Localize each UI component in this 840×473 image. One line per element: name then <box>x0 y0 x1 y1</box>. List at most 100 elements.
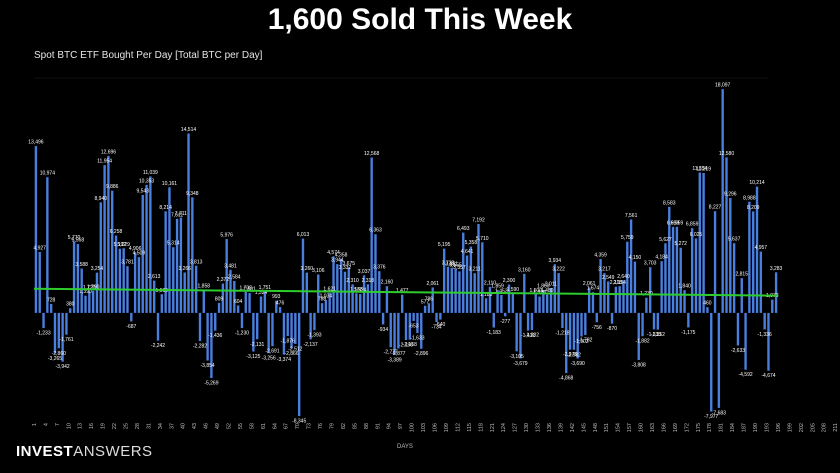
x-tick-label: 67 <box>284 423 290 429</box>
data-label: 1,751 <box>259 285 272 291</box>
bar <box>153 280 156 313</box>
data-label: 7,561 <box>625 213 638 219</box>
bar <box>454 268 457 313</box>
data-label: 3,222 <box>552 267 565 273</box>
data-label: -2,866 <box>284 351 298 357</box>
x-tick-label: 58 <box>249 423 255 429</box>
data-label: 18,097 <box>715 83 731 89</box>
bar <box>755 186 759 313</box>
data-label: 3,555 <box>449 262 462 268</box>
data-label: -3,389 <box>387 357 401 363</box>
bar <box>172 247 175 313</box>
bar <box>164 211 167 313</box>
data-label: 7,711 <box>175 211 187 217</box>
x-tick-label: 49 <box>215 423 221 429</box>
bar <box>137 257 141 313</box>
data-label: -2,982 <box>567 352 581 358</box>
bar <box>183 272 186 313</box>
bar <box>198 312 202 342</box>
data-label: 8,214 <box>159 205 172 211</box>
data-label: 4,641 <box>461 249 474 255</box>
bar <box>248 293 251 313</box>
bar <box>568 312 572 350</box>
data-label: 8,209 <box>747 205 760 211</box>
data-label: 2,640 <box>617 274 630 280</box>
bar <box>401 294 404 313</box>
data-label: 11,039 <box>143 170 158 176</box>
bar <box>687 312 690 328</box>
data-label: -1,431 <box>521 333 535 339</box>
bar <box>301 238 305 313</box>
bar <box>57 312 60 349</box>
x-tick-label: 1 <box>32 423 38 426</box>
x-tick-label: 43 <box>192 423 198 429</box>
bar <box>595 312 598 323</box>
bar <box>328 292 331 313</box>
data-label: 3,934 <box>549 258 562 264</box>
data-label: 1,860 <box>537 283 550 289</box>
data-label: -2,512 <box>288 346 302 352</box>
data-label: 1,588 <box>350 287 363 293</box>
x-tick-label: 151 <box>604 423 610 432</box>
x-tick-label: 61 <box>261 423 267 429</box>
bar <box>65 312 68 335</box>
data-label: 3,703 <box>644 261 657 267</box>
data-label: -1,336 <box>758 332 772 338</box>
page-title: 1,600 Sold This Week <box>267 3 573 36</box>
bar <box>91 290 95 313</box>
data-label: 2,549 <box>602 275 615 281</box>
data-label: 12,568 <box>364 151 380 157</box>
bar <box>72 241 76 313</box>
data-label: 3,781 <box>121 260 134 266</box>
bar <box>107 155 110 313</box>
bar <box>462 232 465 313</box>
data-label: -934 <box>378 327 388 333</box>
bar <box>320 303 324 313</box>
data-label: -3,808 <box>632 362 646 368</box>
bar <box>240 312 244 329</box>
data-label: 3,260 <box>301 266 314 272</box>
x-tick-label: 19 <box>101 423 107 429</box>
x-tick-label: 124 <box>501 423 507 432</box>
data-label: 604 <box>234 299 243 305</box>
data-label: 3,728 <box>442 260 455 266</box>
bar <box>49 303 53 313</box>
data-label: 1,720 <box>83 285 96 291</box>
x-tick-label: 4 <box>43 423 49 426</box>
bar <box>313 312 316 331</box>
data-label: 5,976 <box>220 233 233 239</box>
data-label: 7,611 <box>171 212 183 218</box>
bar <box>99 202 102 313</box>
data-label: 2,061 <box>426 281 439 287</box>
x-tick-label: 85 <box>352 423 358 429</box>
x-tick-label: 142 <box>570 423 576 432</box>
bar <box>618 286 621 313</box>
x-tick-label: 28 <box>135 423 141 429</box>
x-tick-label: 91 <box>375 423 381 429</box>
bar <box>565 312 568 374</box>
bar <box>469 246 473 313</box>
bar <box>767 312 770 371</box>
bar <box>732 243 736 313</box>
bar <box>771 299 774 313</box>
x-tick-label: 112 <box>455 423 461 432</box>
data-label: 8,583 <box>663 200 676 206</box>
bar <box>271 312 274 347</box>
data-label: 6,859 <box>686 222 699 228</box>
bar <box>179 217 183 313</box>
data-label: -2,691 <box>265 349 279 355</box>
bar <box>118 248 122 313</box>
data-label: 5,314 <box>167 241 180 247</box>
bar <box>294 312 297 344</box>
data-label: -1,902 <box>574 339 588 345</box>
x-tick-label: 175 <box>696 423 702 432</box>
data-label: 9,886 <box>106 184 119 190</box>
x-tick-label: 64 <box>272 423 278 429</box>
bar <box>736 312 740 346</box>
bar <box>233 280 236 313</box>
bar <box>214 312 217 331</box>
data-label: 6,363 <box>369 228 382 234</box>
bar <box>435 312 438 322</box>
bar <box>423 305 427 313</box>
